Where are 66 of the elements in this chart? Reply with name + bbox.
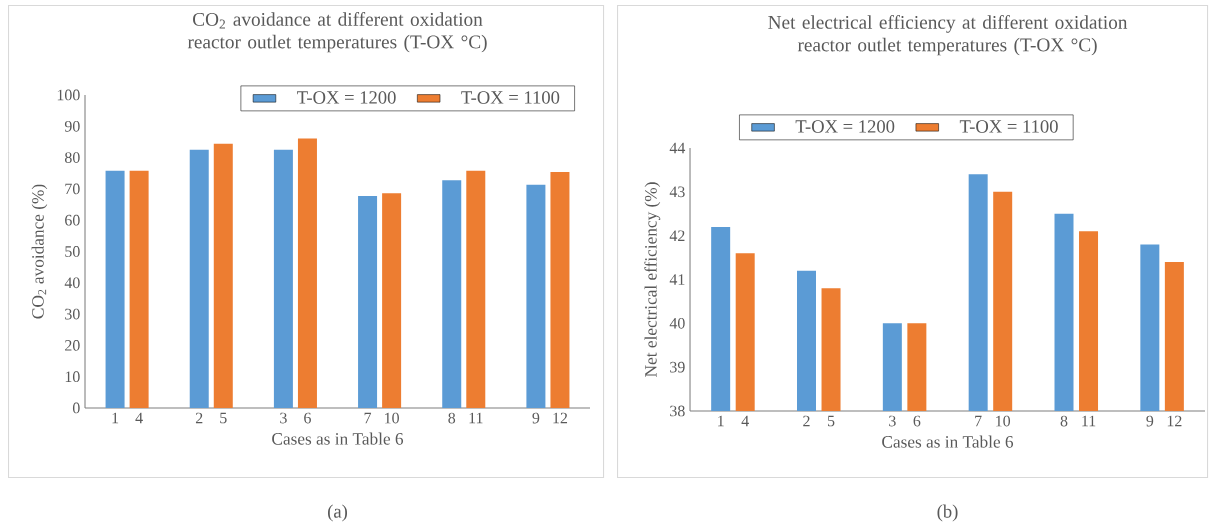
bar [297,138,317,408]
bar [129,170,149,408]
x-tick-label: 2 [803,415,810,427]
chart-title: Net electrical efficiency at different oxidation reactor outlet temperatures (T-OX °C) [768,15,1128,56]
x-tick-label: 9 [532,412,540,424]
y-tick-label: 100 [57,89,80,101]
x-tick-label: 9 [1146,415,1154,427]
y-tick-label: 60 [65,214,80,226]
y-tick-label: 70 [65,183,80,195]
x-tick-label: 8 [448,412,456,424]
y-tick-label: 41 [669,274,685,285]
y-axis-title: Net electrical efficiency (%) [644,182,661,377]
y-tick-label: 30 [65,308,80,320]
x-tick-label: 2 [195,412,203,424]
x-tick-label: 12 [1167,415,1182,427]
y-tick-label: 42 [669,230,685,241]
bar [382,193,402,408]
bar [526,184,546,408]
x-tick-label: 10 [996,415,1011,427]
x-tick-label: 1 [112,412,119,424]
y-tick-label: 10 [65,371,80,383]
x-tick-label: 4 [135,412,143,424]
x-tick-label: 1 [718,415,724,427]
bar [466,170,486,408]
legend-label: T-OX = 1200 [795,120,895,133]
x-tick-label: 3 [280,412,287,424]
y-tick-label: 43 [669,186,685,198]
y-tick-label: 40 [669,317,685,329]
text: (a) [328,504,348,522]
x-tick-label: 11 [469,412,483,424]
bar [189,149,209,408]
x-tick-label: 7 [364,412,372,424]
y-tick-label: 90 [64,120,80,132]
x-axis-title: Cases as in Table 6 [882,435,1014,448]
x-axis-title: Cases as in Table 6 [272,432,404,445]
bar [273,149,293,408]
bar [442,180,462,408]
bar [105,170,125,408]
bar [213,143,233,408]
y-tick-label: 39 [670,361,685,373]
x-tick-label: 7 [975,415,982,427]
text: (b) [937,504,958,522]
legend-label: T-OX = 1100 [461,91,560,104]
y-tick-label: 40 [64,277,80,289]
bar [550,171,570,408]
x-tick-label: 5 [220,412,227,424]
y-axis-title: CO$_{2}$ avoidance (%) [31,184,48,319]
x-tick-label: 6 [913,415,921,427]
x-tick-label: 3 [889,415,896,427]
x-tick-label: 4 [741,415,749,427]
x-tick-label: 12 [553,412,568,424]
y-tick-label: 44 [669,142,686,154]
x-tick-label: 5 [827,415,835,427]
y-tick-label: 20 [65,340,80,351]
legend-label: T-OX = 1100 [959,120,1058,133]
y-tick-label: 0 [72,402,80,414]
x-tick-label: 10 [385,412,399,424]
x-tick-label: 6 [304,412,311,424]
x-tick-label: 11 [1082,415,1096,427]
chart-title: CO$_{2}$ avoidance at different oxidation reactor outlet temperatures (T-OX °C) [187,12,487,53]
legend-label: T-OX = 1200 [297,91,396,104]
x-tick-label: 8 [1060,415,1068,427]
y-tick-label: 38 [670,405,685,417]
bar [358,196,378,408]
y-tick-label: 50 [65,246,80,257]
y-tick-label: 80 [64,152,80,163]
